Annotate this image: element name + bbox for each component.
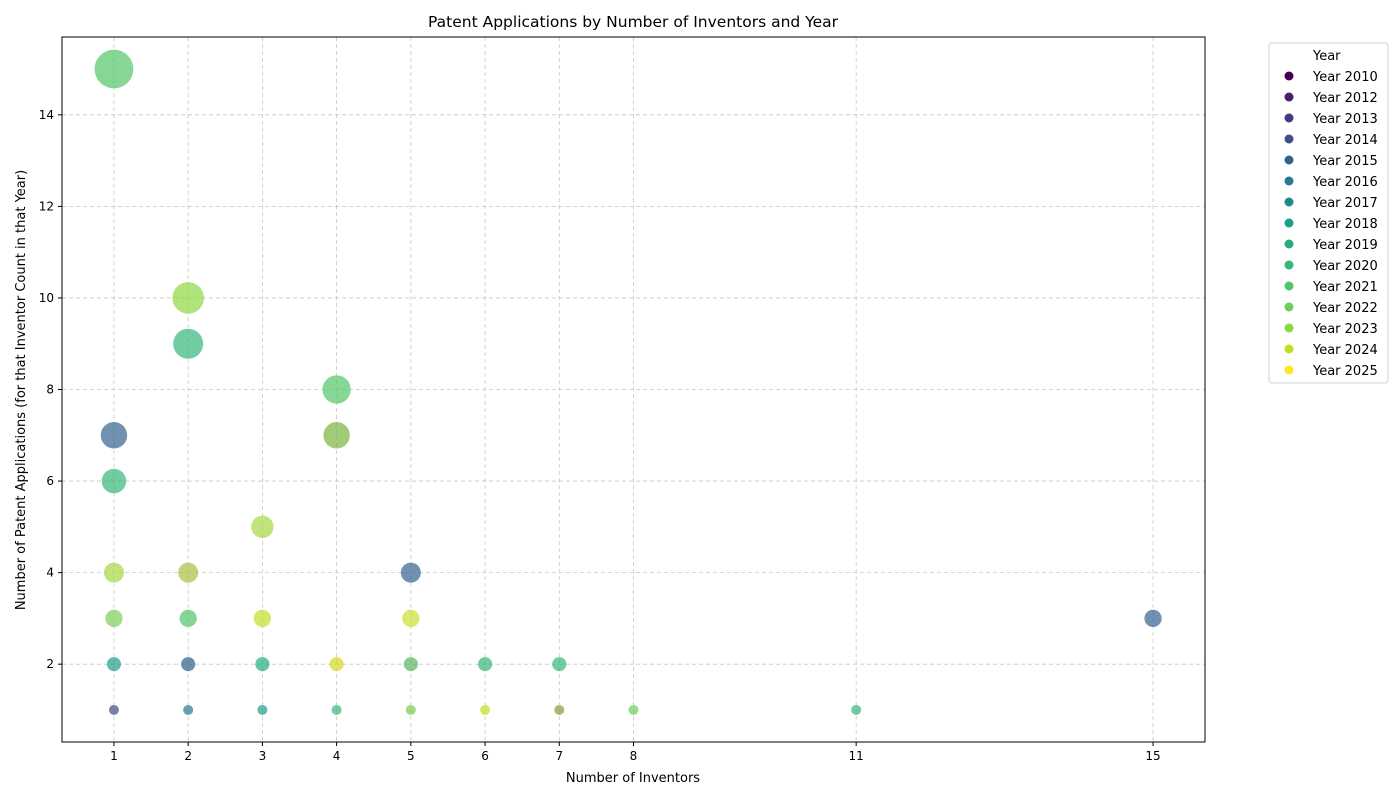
legend-entry-label: Year 2022 — [1312, 301, 1378, 316]
y-tick-label: 10 — [39, 291, 54, 305]
legend-marker — [1284, 92, 1294, 102]
legend-marker — [1284, 302, 1294, 312]
data-point — [331, 704, 342, 715]
legend-entry-label: Year 2021 — [1312, 280, 1378, 295]
legend-entry-label: Year 2025 — [1312, 364, 1378, 379]
data-point — [183, 704, 194, 715]
data-point — [103, 562, 124, 583]
y-tick-label: 12 — [39, 199, 54, 213]
y-tick-label: 4 — [46, 566, 54, 580]
legend-marker — [1284, 218, 1294, 228]
data-point — [173, 328, 204, 359]
y-axis-label: Number of Patent Applications (for that … — [14, 170, 29, 610]
x-tick-label: 3 — [259, 749, 267, 763]
data-point — [405, 704, 416, 715]
data-point — [323, 422, 350, 449]
data-point — [329, 657, 344, 672]
legend-marker — [1284, 344, 1294, 354]
legend-entry-label: Year 2015 — [1312, 154, 1378, 169]
legend-marker — [1284, 197, 1294, 207]
legend-entries: Year 2010 Year 2012 Year 2013 Year 2014 Year… — [1284, 70, 1378, 379]
legend-entry-label: Year 2014 — [1312, 133, 1378, 148]
data-point — [251, 515, 274, 539]
x-tick-label: 6 — [481, 749, 489, 763]
x-axis-label: Number of Inventors — [566, 771, 700, 786]
data-point — [108, 704, 119, 715]
legend-marker — [1284, 281, 1294, 291]
y-tick-label: 14 — [39, 108, 54, 122]
legend-marker — [1284, 365, 1294, 375]
data-point — [255, 657, 270, 672]
legend-entry-label: Year 2018 — [1312, 217, 1378, 232]
legend-marker — [1284, 71, 1294, 81]
data-point — [101, 468, 127, 494]
data-point — [1144, 609, 1162, 628]
chart-title: Patent Applications by Number of Invento… — [428, 13, 839, 31]
data-point — [477, 657, 493, 672]
data-point — [554, 704, 565, 715]
legend-entry-label: Year 2017 — [1312, 196, 1378, 211]
y-tick-label: 6 — [46, 474, 54, 488]
x-tick-label: 15 — [1145, 749, 1160, 763]
legend-frame — [1268, 42, 1389, 384]
legend-marker — [1284, 260, 1294, 270]
legend-entry-label: Year 2013 — [1312, 112, 1378, 127]
legend-marker — [1284, 176, 1294, 186]
x-tick-label: 2 — [184, 749, 192, 763]
data-point — [851, 704, 862, 715]
x-tick-label: 8 — [630, 749, 638, 763]
data-point — [106, 657, 122, 672]
x-tick-label: 4 — [333, 749, 341, 763]
legend-entry-label: Year 2010 — [1312, 70, 1378, 85]
legend-entry-label: Year 2019 — [1312, 238, 1378, 253]
legend-title: Year — [1312, 49, 1341, 64]
x-tick-label: 5 — [407, 749, 415, 763]
legend-entry-label: Year 2024 — [1312, 343, 1378, 358]
x-tick-label: 11 — [849, 749, 864, 763]
legend-marker — [1284, 155, 1294, 165]
data-point — [552, 657, 567, 672]
data-point — [172, 282, 204, 314]
data-point — [178, 562, 199, 583]
data-point — [322, 375, 351, 404]
point-layer — [94, 49, 1162, 715]
data-point — [400, 562, 421, 583]
legend-marker — [1284, 113, 1294, 123]
legend-marker — [1284, 239, 1294, 249]
legend-entry-label: Year 2012 — [1312, 91, 1378, 106]
legend-entry-label: Year 2023 — [1312, 322, 1378, 337]
data-point — [402, 609, 420, 628]
data-point — [628, 704, 639, 715]
data-point — [257, 704, 268, 715]
data-point — [480, 704, 491, 715]
legend-marker — [1284, 323, 1294, 333]
y-tick-label: 8 — [46, 383, 54, 397]
data-point — [403, 657, 418, 672]
data-point — [179, 609, 197, 628]
y-tick-label: 2 — [46, 657, 54, 671]
legend-entry-label: Year 2020 — [1312, 259, 1378, 274]
legend-entry-label: Year 2016 — [1312, 175, 1378, 190]
data-point — [105, 609, 123, 628]
data-point — [94, 49, 134, 89]
x-tick-label: 1 — [110, 749, 118, 763]
x-tick-label: 7 — [555, 749, 563, 763]
grid-layer — [62, 37, 1205, 742]
data-point — [181, 657, 196, 672]
legend-marker — [1284, 134, 1294, 144]
data-point — [253, 609, 272, 628]
data-point — [100, 422, 128, 449]
